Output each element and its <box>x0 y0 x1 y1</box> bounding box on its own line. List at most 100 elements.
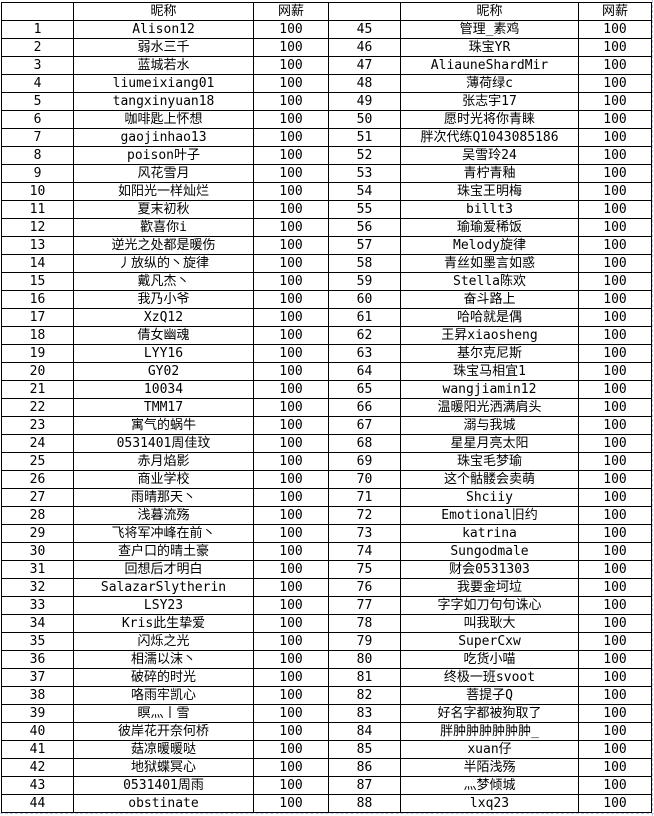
left-name-cell: XzQ12 <box>73 308 254 327</box>
right-name-cell: 王昇xiaosheng <box>400 326 579 345</box>
table-row: 28 浅暮流殇 100 72 Emotional旧约 100 <box>1 506 652 525</box>
table-row: 18 倩女幽魂 100 62 王昇xiaosheng 100 <box>1 326 652 345</box>
left-pay-cell: 100 <box>253 290 329 309</box>
right-name-cell: billt3 <box>400 200 579 219</box>
left-pay-cell: 100 <box>253 164 329 183</box>
left-pay-cell: 100 <box>253 794 329 813</box>
right-name-cell: 珠宝YR <box>400 38 579 57</box>
right-pay-cell: 100 <box>578 650 652 669</box>
right-index-cell: 88 <box>328 794 401 813</box>
left-pay-cell: 100 <box>253 740 329 759</box>
right-name-cell: 青丝如墨言如惑 <box>400 254 579 273</box>
right-index-cell: 84 <box>328 722 401 741</box>
right-name-cell: Stella陈欢 <box>400 272 579 291</box>
left-pay-cell: 100 <box>253 488 329 507</box>
left-name-cell: 风花雪月 <box>73 164 254 183</box>
right-pay-cell: 100 <box>578 218 652 237</box>
header-pay-left: 网薪 <box>253 2 329 21</box>
left-index-cell: 9 <box>1 164 74 183</box>
left-index-cell: 11 <box>1 200 74 219</box>
right-index-cell: 75 <box>328 560 401 579</box>
table-row: 43 0531401周雨 100 87 灬梦倾城 100 <box>1 776 652 795</box>
left-index-cell: 5 <box>1 92 74 111</box>
right-index-cell: 74 <box>328 542 401 561</box>
left-index-cell: 38 <box>1 686 74 705</box>
right-name-cell: AliauneShardMir <box>400 56 579 75</box>
table-row: 42 地狱蝶冥心 100 86 半陌浅殇 100 <box>1 758 652 777</box>
right-name-cell: 吴雪玲24 <box>400 146 579 165</box>
right-index-cell: 59 <box>328 272 401 291</box>
right-pay-cell: 100 <box>578 776 652 795</box>
left-pay-cell: 100 <box>253 686 329 705</box>
right-index-cell: 50 <box>328 110 401 129</box>
right-name-cell: xuan仔 <box>400 740 579 759</box>
right-index-cell: 58 <box>328 254 401 273</box>
left-pay-cell: 100 <box>253 362 329 381</box>
right-name-cell: Shciiy <box>400 488 579 507</box>
right-name-cell: 瑜瑜爱稀饭 <box>400 218 579 237</box>
right-index-cell: 63 <box>328 344 401 363</box>
left-pay-cell: 100 <box>253 56 329 75</box>
left-name-cell: 菇凉暖暖哒 <box>73 740 254 759</box>
right-name-cell: 青柠青釉 <box>400 164 579 183</box>
table-row: 41 菇凉暖暖哒 100 85 xuan仔 100 <box>1 740 652 759</box>
right-name-cell: lxq23 <box>400 794 579 813</box>
header-row: 昵称 网薪 昵称 网薪 <box>1 2 652 21</box>
left-name-cell: 咯雨牢凯心 <box>73 686 254 705</box>
left-pay-cell: 100 <box>253 452 329 471</box>
table-row: 30 查户口的晴土豪 100 74 Sungodmale 100 <box>1 542 652 561</box>
left-name-cell: 逆光之处都是暖伤 <box>73 236 254 255</box>
left-index-cell: 37 <box>1 668 74 687</box>
right-name-cell: 张志宇17 <box>400 92 579 111</box>
right-index-cell: 56 <box>328 218 401 237</box>
right-name-cell: 珠宝毛梦瑜 <box>400 452 579 471</box>
right-index-cell: 80 <box>328 650 401 669</box>
right-index-cell: 87 <box>328 776 401 795</box>
right-index-cell: 61 <box>328 308 401 327</box>
left-name-cell: Alison12 <box>73 20 254 39</box>
table-row: 32 SalazarSlytherin 100 76 我要金坷垃 100 <box>1 578 652 597</box>
header-index-right <box>328 2 401 21</box>
left-index-cell: 3 <box>1 56 74 75</box>
left-name-cell: 商业学校 <box>73 470 254 489</box>
right-pay-cell: 100 <box>578 164 652 183</box>
left-index-cell: 10 <box>1 182 74 201</box>
right-pay-cell: 100 <box>578 722 652 741</box>
left-index-cell: 28 <box>1 506 74 525</box>
right-pay-cell: 100 <box>578 110 652 129</box>
right-pay-cell: 100 <box>578 470 652 489</box>
right-name-cell: 溺与我城 <box>400 416 579 435</box>
left-pay-cell: 100 <box>253 470 329 489</box>
left-pay-cell: 100 <box>253 236 329 255</box>
left-index-cell: 7 <box>1 128 74 147</box>
left-name-cell: 歡喜你i <box>73 218 254 237</box>
left-index-cell: 23 <box>1 416 74 435</box>
left-index-cell: 12 <box>1 218 74 237</box>
right-pay-cell: 100 <box>578 290 652 309</box>
right-pay-cell: 100 <box>578 380 652 399</box>
left-pay-cell: 100 <box>253 614 329 633</box>
right-name-cell: Sungodmale <box>400 542 579 561</box>
right-pay-cell: 100 <box>578 596 652 615</box>
right-pay-cell: 100 <box>578 542 652 561</box>
right-pay-cell: 100 <box>578 200 652 219</box>
right-name-cell: 菩提子Q <box>400 686 579 705</box>
table-row: 8 poison叶子 100 52 吴雪玲24 100 <box>1 146 652 165</box>
right-pay-cell: 100 <box>578 488 652 507</box>
left-pay-cell: 100 <box>253 254 329 273</box>
left-index-cell: 39 <box>1 704 74 723</box>
table-row: 29 飞将军冲峰在前丶 100 73 katrina 100 <box>1 524 652 543</box>
right-index-cell: 55 <box>328 200 401 219</box>
left-pay-cell: 100 <box>253 128 329 147</box>
right-pay-cell: 100 <box>578 578 652 597</box>
left-index-cell: 41 <box>1 740 74 759</box>
right-pay-cell: 100 <box>578 524 652 543</box>
right-index-cell: 70 <box>328 470 401 489</box>
right-index-cell: 78 <box>328 614 401 633</box>
right-index-cell: 76 <box>328 578 401 597</box>
left-name-cell: 倩女幽魂 <box>73 326 254 345</box>
right-pay-cell: 100 <box>578 704 652 723</box>
right-index-cell: 53 <box>328 164 401 183</box>
table-row: 15 戴凡杰丶 100 59 Stella陈欢 100 <box>1 272 652 291</box>
right-index-cell: 81 <box>328 668 401 687</box>
